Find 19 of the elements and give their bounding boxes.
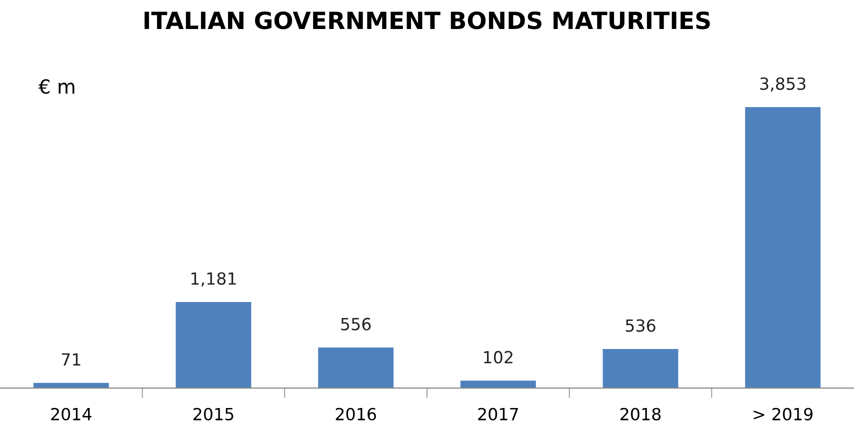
bar xyxy=(318,348,394,388)
data-label: 536 xyxy=(626,319,656,332)
data-label: 71 xyxy=(62,353,80,366)
bar xyxy=(460,380,536,388)
x-tick-label: 2015 xyxy=(194,408,234,420)
data-label: 102 xyxy=(484,350,512,364)
bar xyxy=(745,107,821,388)
chart-title: ITALIAN GOVERNMENT BONDS MATURITIES xyxy=(144,11,710,30)
bar xyxy=(176,302,252,388)
x-tick-label: 2016 xyxy=(336,408,376,420)
x-tick-label: 2017 xyxy=(478,408,518,420)
x-tick-label: > 2019 xyxy=(754,408,812,420)
data-label: 1,181 xyxy=(191,272,236,287)
x-tick-label: 2014 xyxy=(51,408,92,420)
data-label: 3,853 xyxy=(760,77,806,92)
data-label: 556 xyxy=(341,318,371,330)
x-tick-label: 2018 xyxy=(620,408,661,420)
bar xyxy=(602,348,678,388)
y-axis-title: € m xyxy=(38,79,74,94)
